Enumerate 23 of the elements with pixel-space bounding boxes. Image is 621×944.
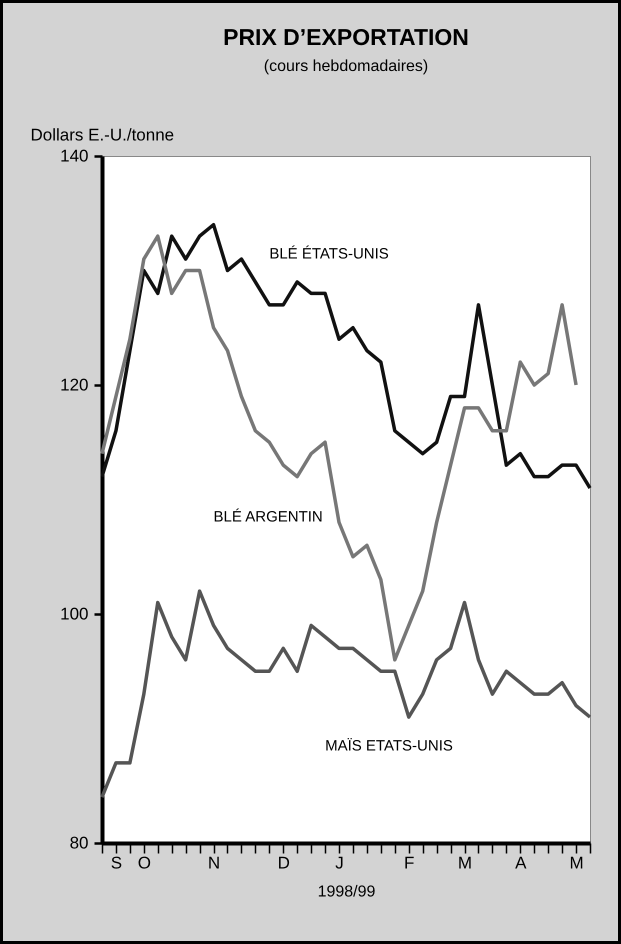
y-tick-label: 100 bbox=[60, 604, 88, 624]
y-tick-label: 80 bbox=[70, 834, 88, 852]
chart-title: PRIX D’EXPORTATION bbox=[223, 24, 469, 50]
line-series bbox=[100, 589, 592, 799]
x-tick-label: M bbox=[569, 854, 584, 872]
text: MAÏS ETATS-UNIS bbox=[325, 738, 453, 755]
x-tick-label: M bbox=[458, 854, 472, 872]
x-tick-label: A bbox=[515, 854, 528, 872]
series-label: BLÉ ARGENTIN bbox=[214, 508, 323, 526]
x-tick-label: S bbox=[110, 854, 122, 872]
chart-subtitle: (cours hebdomadaires) bbox=[264, 58, 428, 75]
line-series bbox=[100, 234, 578, 662]
x-tick-label: F bbox=[404, 854, 414, 872]
x-tick-label: O bbox=[138, 854, 151, 872]
x-tick-label: N bbox=[208, 854, 220, 872]
x-axis-title: 1998/99 bbox=[318, 884, 376, 900]
x-tick-label: J bbox=[335, 854, 344, 872]
series-label: BLÉ ÉTATS-UNIS bbox=[269, 244, 389, 262]
y-axis-title: Dollars E.-U./tonne bbox=[30, 126, 174, 144]
y-tick-label: 140 bbox=[60, 146, 88, 166]
line-series bbox=[100, 222, 592, 490]
y-tick-label: 120 bbox=[60, 376, 88, 394]
x-tick-label: D bbox=[278, 854, 290, 872]
